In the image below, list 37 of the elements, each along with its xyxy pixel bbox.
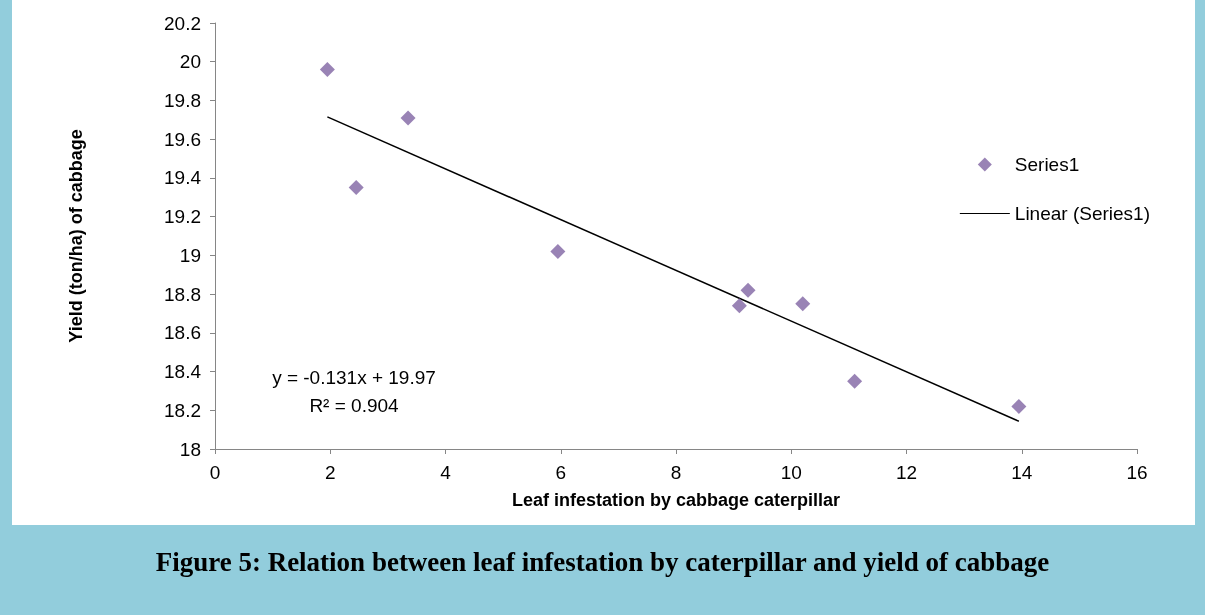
- y-tick-label: 18.4: [164, 361, 202, 383]
- y-tick-label: 18.2: [164, 399, 201, 421]
- y-tick-label: 20.2: [164, 12, 201, 34]
- point: [550, 243, 566, 259]
- x-axis-title: Leaf infestation by cabbage caterpillar: [511, 490, 841, 510]
- legend-label: Series1: [1014, 154, 1080, 175]
- text: Figure 5: Relation between leaf infestation by caterpillar and yield of cabbage: [154, 546, 1051, 578]
- y-tick-label: 18: [179, 438, 201, 460]
- y-tick-label: 19: [179, 244, 201, 266]
- x-tick-label: 2: [324, 462, 336, 483]
- y-tick-label: 19.8: [164, 89, 201, 111]
- point: [1011, 398, 1027, 414]
- point: [847, 373, 863, 389]
- x-tick-label: 14: [1011, 462, 1033, 483]
- point: [731, 298, 747, 314]
- point: [348, 180, 364, 196]
- y-tick-label: 19.6: [164, 128, 201, 150]
- point: [795, 296, 811, 312]
- point: [740, 282, 756, 298]
- x-tick-label: 0: [209, 462, 221, 483]
- x-tick-label: 6: [555, 462, 567, 483]
- point: [319, 61, 335, 77]
- annotation: y = -0.131x + 19.97: [271, 366, 437, 390]
- x-tick-label: 4: [440, 462, 452, 483]
- legend-label: Linear (Series1): [1014, 203, 1150, 224]
- y-tick-label: 18.6: [164, 322, 201, 344]
- y-tick-label: 18.8: [164, 283, 201, 305]
- x-tick-label: 12: [895, 462, 918, 483]
- point: [400, 110, 416, 126]
- x-tick-label: 16: [1126, 462, 1148, 483]
- x-tick-label: 8: [670, 462, 682, 483]
- y-tick-label: 20: [179, 51, 201, 73]
- y-tick-label: 19.4: [164, 167, 202, 189]
- y-axis-title: Yield (ton/ha) of cabbage: [66, 129, 86, 343]
- x-tick-label: 10: [780, 462, 802, 483]
- y-tick-label: 19.2: [164, 206, 201, 228]
- annotation: R² = 0.904: [308, 394, 400, 418]
